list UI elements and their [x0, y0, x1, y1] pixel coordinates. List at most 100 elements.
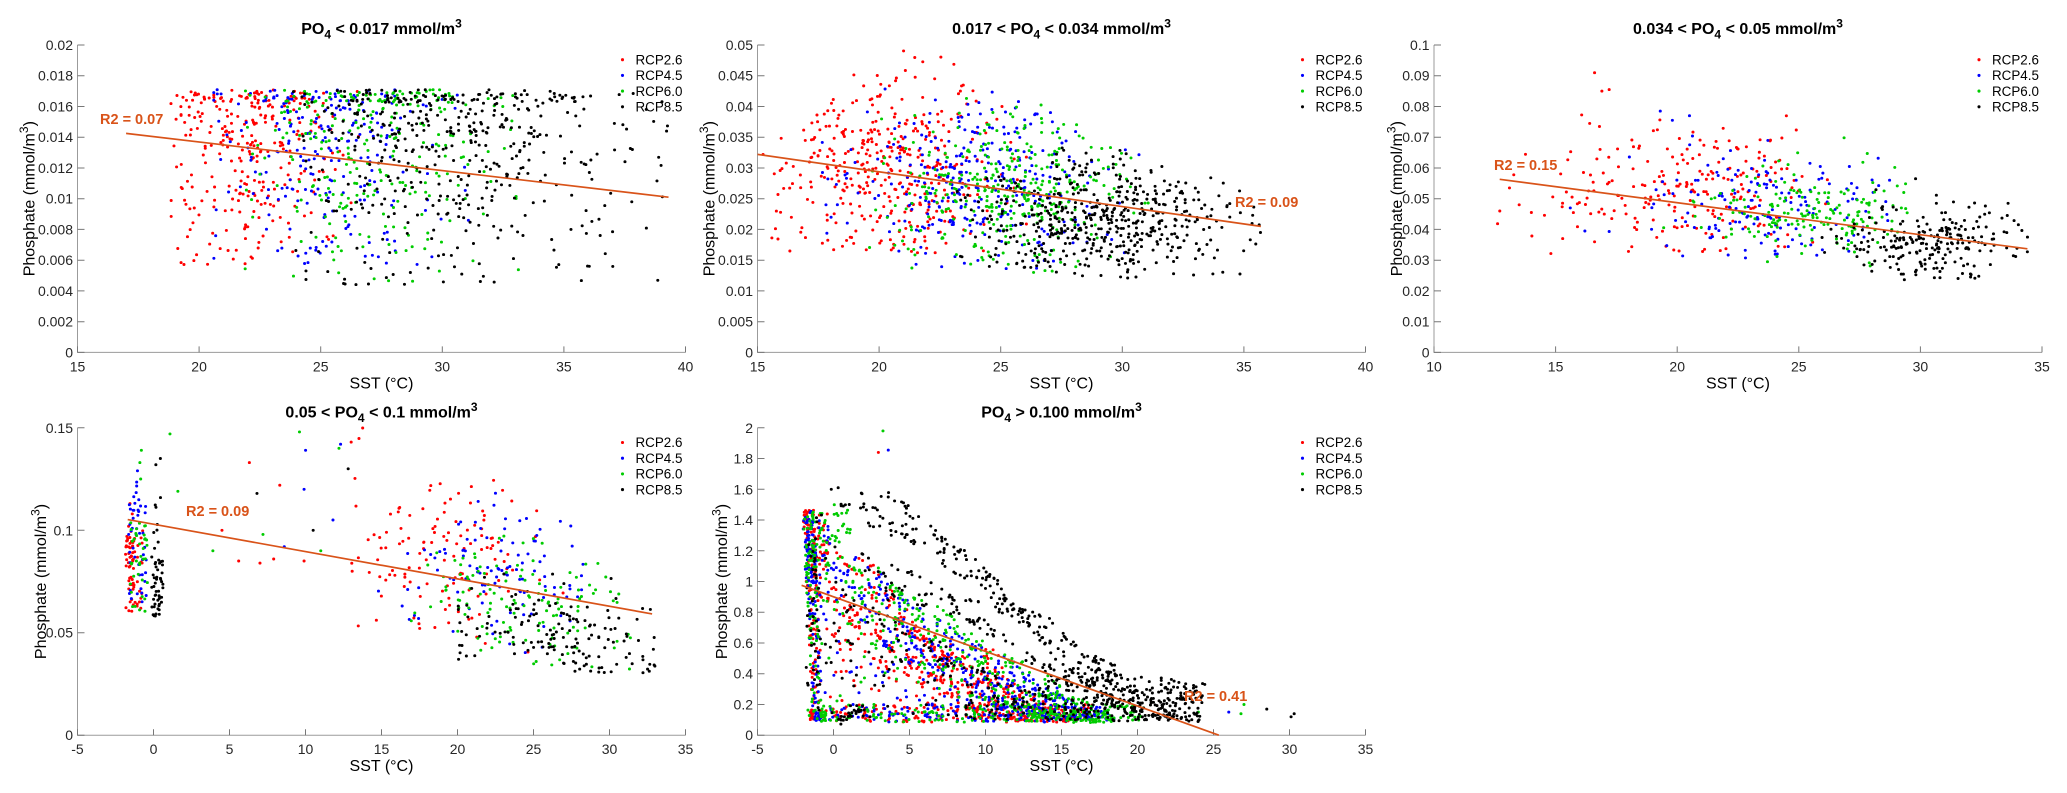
svg-text:RCP4.5: RCP4.5: [636, 68, 683, 83]
svg-text:0.045: 0.045: [718, 68, 753, 84]
svg-text:Phosphate (mmol/m3): Phosphate (mmol/m3): [710, 504, 732, 659]
svg-text:35: 35: [556, 358, 572, 374]
svg-text:0: 0: [65, 727, 73, 743]
svg-text:0.002: 0.002: [38, 314, 73, 330]
svg-text:RCP6.0: RCP6.0: [636, 84, 683, 99]
svg-text:0.015: 0.015: [718, 252, 753, 268]
svg-text:0.02: 0.02: [1402, 283, 1429, 299]
svg-text:0.016: 0.016: [38, 99, 73, 115]
svg-text:0: 0: [150, 741, 158, 757]
svg-text:15: 15: [70, 358, 86, 374]
svg-text:20: 20: [191, 358, 207, 374]
svg-text:25: 25: [1791, 358, 1807, 374]
svg-text:0.1: 0.1: [54, 522, 74, 538]
svg-text:RCP8.5: RCP8.5: [636, 100, 683, 115]
svg-text:0.014: 0.014: [38, 129, 73, 145]
svg-text:5: 5: [226, 741, 234, 757]
svg-text:R2 = 0.07: R2 = 0.07: [100, 112, 163, 128]
svg-text:RCP6.0: RCP6.0: [1316, 467, 1363, 482]
svg-text:5: 5: [906, 741, 914, 757]
svg-text:0.004: 0.004: [38, 283, 73, 299]
svg-text:RCP8.5: RCP8.5: [1316, 100, 1363, 115]
svg-text:25: 25: [313, 358, 329, 374]
svg-text:PO4 > 0.100 mmol/m3: PO4 > 0.100 mmol/m3: [981, 400, 1142, 425]
svg-text:0: 0: [745, 727, 753, 743]
svg-text:10: 10: [978, 741, 994, 757]
svg-text:RCP4.5: RCP4.5: [636, 451, 683, 466]
svg-text:0: 0: [745, 344, 753, 360]
svg-text:SST (°C): SST (°C): [350, 375, 414, 392]
svg-text:Phosphate (mmol/m3): Phosphate (mmol/m3): [17, 121, 39, 276]
svg-text:0.01: 0.01: [46, 191, 73, 207]
svg-text:1.2: 1.2: [734, 543, 754, 559]
svg-text:RCP4.5: RCP4.5: [1316, 451, 1363, 466]
svg-text:15: 15: [1054, 741, 1070, 757]
svg-text:-5: -5: [751, 741, 764, 757]
svg-text:Phosphate (mmol/m3): Phosphate (mmol/m3): [1385, 121, 1407, 276]
svg-text:0.02: 0.02: [726, 221, 753, 237]
svg-text:RCP8.5: RCP8.5: [636, 482, 683, 497]
svg-text:R2 = 0.41: R2 = 0.41: [1184, 689, 1247, 705]
svg-text:RCP8.5: RCP8.5: [1316, 482, 1363, 497]
svg-text:0.025: 0.025: [718, 191, 753, 207]
svg-text:15: 15: [1548, 358, 1564, 374]
svg-text:0.035: 0.035: [718, 129, 753, 145]
svg-text:Phosphate (mmol/m3): Phosphate (mmol/m3): [29, 504, 51, 659]
svg-text:0.006: 0.006: [38, 252, 73, 268]
svg-text:0.06: 0.06: [1402, 160, 1429, 176]
svg-text:40: 40: [1358, 358, 1374, 374]
svg-text:20: 20: [450, 741, 466, 757]
svg-text:35: 35: [1358, 741, 1374, 757]
svg-text:RCP4.5: RCP4.5: [1316, 68, 1363, 83]
svg-text:30: 30: [1282, 741, 1298, 757]
svg-text:40: 40: [678, 358, 694, 374]
svg-text:25: 25: [993, 358, 1009, 374]
svg-text:0.017 < PO4 < 0.034 mmol/m3: 0.017 < PO4 < 0.034 mmol/m3: [952, 17, 1171, 42]
svg-text:30: 30: [1913, 358, 1929, 374]
svg-text:0.05: 0.05: [726, 37, 753, 53]
svg-text:2: 2: [745, 420, 753, 436]
svg-text:0.05: 0.05: [46, 625, 73, 641]
svg-text:RCP6.0: RCP6.0: [636, 467, 683, 482]
svg-text:35: 35: [1236, 358, 1252, 374]
svg-text:0.15: 0.15: [46, 420, 73, 436]
svg-text:RCP2.6: RCP2.6: [636, 435, 683, 450]
svg-text:SST (°C): SST (°C): [1706, 375, 1770, 392]
svg-text:0.018: 0.018: [38, 68, 73, 84]
svg-text:30: 30: [602, 741, 618, 757]
svg-text:1.4: 1.4: [734, 512, 754, 528]
svg-text:30: 30: [1115, 358, 1131, 374]
svg-text:15: 15: [374, 741, 390, 757]
svg-text:Phosphate (mmol/m3): Phosphate (mmol/m3): [697, 121, 719, 276]
svg-text:0.034 < PO4 < 0.05 mmol/m3: 0.034 < PO4 < 0.05 mmol/m3: [1633, 17, 1843, 42]
svg-text:RCP2.6: RCP2.6: [636, 52, 683, 67]
svg-text:0.8: 0.8: [734, 604, 754, 620]
svg-text:0.01: 0.01: [1402, 314, 1429, 330]
svg-text:0: 0: [65, 344, 73, 360]
svg-text:25: 25: [1206, 741, 1222, 757]
svg-text:0.01: 0.01: [726, 283, 753, 299]
svg-text:0: 0: [1422, 344, 1430, 360]
svg-text:RCP2.6: RCP2.6: [1992, 52, 2039, 67]
svg-text:0.6: 0.6: [734, 635, 754, 651]
svg-text:PO4 < 0.017 mmol/m3: PO4 < 0.017 mmol/m3: [301, 17, 462, 42]
svg-text:1.6: 1.6: [734, 481, 754, 497]
svg-text:R2 = 0.09: R2 = 0.09: [1235, 195, 1298, 211]
svg-text:RCP2.6: RCP2.6: [1316, 52, 1363, 67]
svg-text:0.07: 0.07: [1402, 129, 1429, 145]
svg-text:25: 25: [526, 741, 542, 757]
svg-text:0.03: 0.03: [1402, 252, 1429, 268]
svg-text:10: 10: [298, 741, 314, 757]
svg-text:0.04: 0.04: [1402, 221, 1429, 237]
svg-text:0.02: 0.02: [46, 37, 73, 53]
svg-text:RCP6.0: RCP6.0: [1316, 84, 1363, 99]
svg-text:SST (°C): SST (°C): [350, 758, 414, 775]
svg-text:0: 0: [830, 741, 838, 757]
svg-text:20: 20: [1130, 741, 1146, 757]
svg-text:35: 35: [678, 741, 694, 757]
svg-text:1: 1: [745, 574, 753, 590]
svg-text:0.05: 0.05: [1402, 191, 1429, 207]
svg-text:35: 35: [2034, 358, 2050, 374]
svg-text:20: 20: [1669, 358, 1685, 374]
svg-text:30: 30: [435, 358, 451, 374]
